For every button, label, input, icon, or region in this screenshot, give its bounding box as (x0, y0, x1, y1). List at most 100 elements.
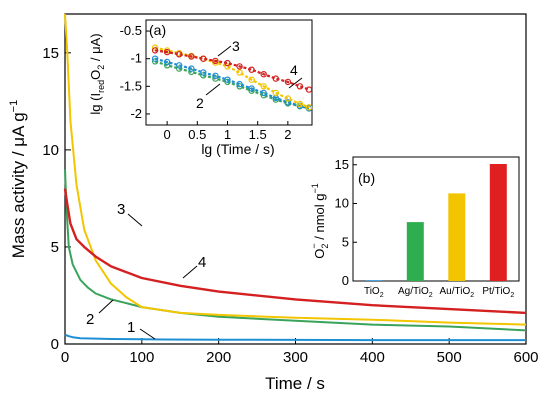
inset-a-y-ticks: -0.5 -1 -1.5 -2 (120, 23, 150, 121)
inset-b-y-axis-label: O2− / nmol g−1 (309, 183, 330, 259)
inset-a-point-2 (236, 83, 243, 90)
inset-a-point-3 (284, 95, 292, 102)
inset-a-y-axis-label: lg (IredO2 / μA) (88, 33, 106, 114)
inset-a-point-3 (236, 69, 243, 76)
inset-a-series-points (151, 44, 313, 112)
inset-b-y-ticks: 0 5 10 15 (335, 157, 357, 288)
callout-label-3: 3 (117, 201, 125, 218)
inset-a-x-tick-label: 1 (224, 127, 231, 142)
inset-a-point-4 (151, 47, 159, 54)
inset-b-category-subscript: 2 (510, 292, 514, 299)
inset-a-point-4 (212, 57, 219, 65)
inset-b-category-label: Pt/TiO2 (482, 286, 514, 299)
inset-a-x-ticks: 0 0.5 1 1.5 2 (164, 121, 291, 142)
main-x-tick-label: 100 (129, 349, 154, 366)
inset-a-point-4 (188, 53, 195, 60)
inset-b-category-text: Pt/TiO (482, 286, 510, 297)
inset-a-y-tick-label: -2 (130, 106, 142, 121)
inset-a-point-3 (272, 89, 279, 97)
inset-b-category-subscript: 2 (470, 292, 474, 299)
inset-a-point-3 (296, 100, 304, 108)
main-y-tick-label: 10 (42, 142, 59, 159)
inset-a-point-1 (248, 85, 255, 92)
inset-b-y-label-sub: 2 (320, 244, 330, 249)
inset-a-point-3 (151, 44, 159, 51)
inset-a-point-1 (175, 62, 183, 69)
callout-label-1: 1 (127, 319, 135, 336)
main-x-axis-label: Time / s (265, 374, 325, 393)
inset-b-panel-label: (b) (358, 170, 375, 186)
inset-b-bar (448, 193, 466, 281)
inset-b-category-text: Ag/TiO (398, 286, 429, 297)
callout-label-2: 2 (86, 311, 94, 328)
inset-a-point-1 (236, 80, 243, 88)
main-series-lines (63, 13, 527, 342)
inset-a-y-label-sub: red (96, 80, 106, 93)
inset-a-y-label-a: lg (I (88, 93, 103, 115)
main-y-axis-label-sup: −1 (8, 100, 20, 113)
inset-b-bars (365, 164, 507, 281)
inset-b-bar (489, 164, 507, 281)
main-series-line-1 (64, 333, 526, 342)
inset-a-y-label-sub2: 2 (96, 65, 106, 70)
callout-leader-3 (127, 213, 143, 227)
inset-a-point-1 (200, 69, 207, 76)
inset-a-point-1 (224, 76, 231, 83)
inset-a-callouts: 3 4 2 (196, 38, 303, 111)
main-x-tick-label: 500 (437, 349, 462, 366)
main-x-tick-label: 300 (283, 349, 308, 366)
main-y-tick-label: 0 (51, 336, 59, 353)
inset-b-frame (352, 156, 520, 282)
main-x-tick-label: 200 (206, 349, 231, 366)
main-x-tick-label: 600 (513, 349, 538, 366)
inset-b-category-text: Au/TiO (439, 286, 470, 297)
inset-a-x-tick-label: 1.5 (249, 127, 267, 142)
main-y-tick-label: 15 (42, 45, 59, 62)
inset-a-point-4 (284, 78, 292, 86)
main-x-tick-label: 400 (360, 349, 385, 366)
callout-leader-1 (139, 328, 156, 340)
inset-a-point-1 (260, 89, 267, 97)
inset-b-y-tick-label: 0 (342, 273, 349, 288)
inset-a-point-2 (260, 91, 267, 99)
inset-a-y-label-b: O (88, 70, 103, 80)
inset-a-point-4 (224, 59, 231, 67)
inset-a-panel-label: (a) (149, 22, 166, 38)
inset-a-leader-4 (288, 77, 303, 89)
inset-a-point-1 (188, 65, 195, 72)
inset-a: 0 0.5 1 1.5 2 -0.5 -1 -1.5 -2 (a) lg (Time / s)… (88, 16, 318, 157)
main-x-tick-label: 0 (61, 349, 69, 366)
inset-b-category-text: TiO (364, 286, 380, 297)
inset-a-point-3 (224, 63, 231, 70)
inset-a-y-tick-label: -0.5 (120, 23, 142, 38)
main-x-ticks: 0 100 200 300 400 500 600 (61, 338, 539, 366)
inset-a-callout-2: 2 (196, 95, 204, 111)
inset-a-x-tick-label: 2 (284, 127, 291, 142)
inset-b-category-subscript: 2 (380, 292, 384, 299)
inset-a-leader-3 (217, 45, 232, 57)
inset-a-point-4 (296, 83, 304, 90)
inset-b-y-label-sup: − (309, 243, 319, 248)
inset-a-x-axis-label: lg (Time / s) (201, 141, 274, 157)
inset-b-y-label-a: O (312, 249, 327, 259)
inset-b-y-label-sup2: −1 (310, 183, 320, 193)
inset-a-point-4 (163, 48, 171, 56)
inset-a-point-4 (248, 66, 255, 73)
inset-a-point-4 (236, 63, 243, 70)
inset-b-bar (365, 280, 383, 281)
inset-b-category-label: TiO2 (364, 286, 384, 299)
inset-b-y-tick-label: 10 (335, 196, 349, 211)
inset-a-point-4 (175, 51, 183, 58)
inset-a-x-tick-label: 0.5 (188, 127, 206, 142)
inset-b-category-subscript: 2 (429, 292, 433, 299)
inset-a-x-tick-label: 0 (164, 127, 171, 142)
inset-a-point-1 (151, 55, 159, 62)
callout-leader-4 (182, 265, 198, 279)
inset-b-y-label-end: / nmol g (312, 194, 327, 244)
main-series-line-4 (63, 188, 527, 315)
callout-label-4: 4 (198, 254, 206, 271)
inset-a-point-4 (260, 70, 267, 78)
inset-b-y-tick-label: 5 (342, 234, 349, 249)
